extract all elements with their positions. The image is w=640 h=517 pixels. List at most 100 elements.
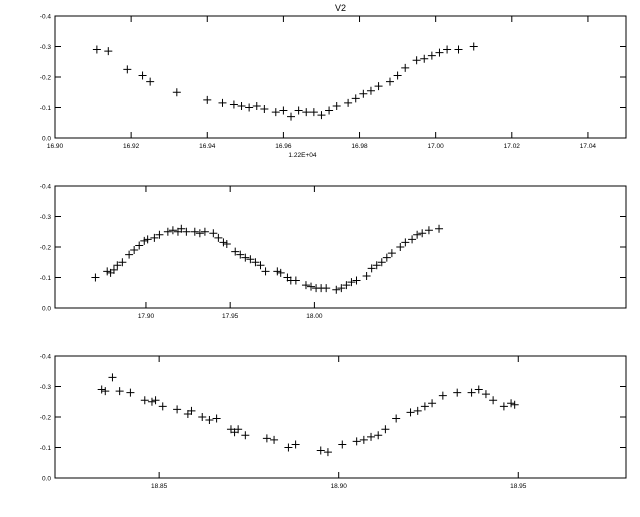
- data-point: [241, 253, 250, 262]
- x-tick-label: 17.02: [504, 143, 521, 150]
- x-tick-label: 17.90: [138, 313, 155, 320]
- data-point: [359, 89, 368, 98]
- data-point: [342, 281, 351, 290]
- x-axis-label: 1.22E+04: [288, 152, 316, 159]
- data-point: [236, 250, 245, 259]
- data-point: [374, 82, 383, 91]
- x-tick-label: 16.92: [123, 143, 140, 150]
- x-tick-label: 16.94: [199, 143, 216, 150]
- data-point: [172, 88, 181, 97]
- data-point: [427, 51, 436, 60]
- data-point: [241, 431, 250, 440]
- y-tick-label: -0.1: [40, 105, 52, 112]
- data-point: [147, 397, 156, 406]
- x-tick-label: 17.95: [222, 313, 239, 320]
- data-point: [344, 98, 353, 107]
- data-point: [150, 233, 159, 242]
- data-point: [158, 402, 167, 411]
- data-point: [97, 385, 106, 394]
- data-point: [435, 48, 444, 57]
- x-tick-label: 17.04: [580, 143, 597, 150]
- y-tick-label: -0.1: [40, 445, 52, 452]
- data-point: [155, 230, 164, 239]
- data-point: [366, 86, 375, 95]
- x-tick-label: 17.00: [428, 143, 445, 150]
- data-point: [203, 95, 212, 104]
- data-point: [123, 65, 132, 74]
- data-point: [351, 94, 360, 103]
- data-point: [438, 391, 447, 400]
- data-point: [260, 105, 269, 114]
- data-point: [205, 416, 214, 425]
- data-point: [420, 54, 429, 63]
- data-point: [140, 236, 149, 245]
- data-point: [307, 282, 316, 291]
- y-tick-label: -0.3: [40, 214, 52, 221]
- plot-frame: [54, 355, 627, 479]
- data-point: [401, 63, 410, 72]
- chart-title: V2: [335, 3, 346, 13]
- data-point: [262, 434, 271, 443]
- data-point: [261, 267, 270, 276]
- data-point: [234, 425, 243, 434]
- data-point: [481, 390, 490, 399]
- data-point: [135, 241, 144, 250]
- data-point: [222, 239, 231, 248]
- data-point: [325, 106, 334, 115]
- data-point: [146, 77, 155, 86]
- data-point: [279, 106, 288, 115]
- data-point: [113, 261, 122, 270]
- data-point: [359, 435, 368, 444]
- data-point: [190, 227, 199, 236]
- data-point: [187, 406, 196, 415]
- data-point: [126, 388, 135, 397]
- x-tick-label: 16.98: [351, 143, 368, 150]
- data-point: [103, 267, 112, 276]
- data-point: [367, 264, 376, 273]
- data-point: [270, 435, 279, 444]
- data-point: [143, 235, 152, 244]
- data-point: [352, 437, 361, 446]
- data-point: [251, 258, 260, 267]
- data-point: [271, 108, 280, 117]
- data-point: [273, 267, 282, 276]
- data-point: [91, 273, 100, 282]
- data-point: [489, 396, 498, 405]
- y-tick-label: 0.0: [42, 476, 51, 483]
- data-point: [218, 98, 227, 107]
- data-point: [182, 227, 191, 236]
- data-point: [138, 71, 147, 80]
- data-point: [362, 271, 371, 280]
- data-point: [177, 224, 186, 233]
- data-point: [302, 108, 311, 117]
- y-tick-label: -0.2: [40, 415, 52, 422]
- data-point: [245, 103, 254, 112]
- y-tick-label: 0.0: [42, 136, 51, 143]
- data-point: [212, 414, 221, 423]
- data-point: [467, 388, 476, 397]
- y-tick-label: -0.3: [40, 44, 52, 51]
- data-point: [387, 249, 396, 258]
- y-tick-label: -0.3: [40, 384, 52, 391]
- data-point: [195, 229, 204, 238]
- data-point: [219, 238, 228, 247]
- data-point: [168, 226, 177, 235]
- data-point: [101, 387, 110, 396]
- data-point: [317, 111, 326, 120]
- data-point: [424, 226, 433, 235]
- chart-panel-2: 17.90 17.95 18.00 0.0 -0.1 -0.2 -0.3 -0.4: [40, 184, 627, 320]
- data-point: [301, 281, 310, 290]
- data-point: [125, 250, 134, 259]
- data-point: [294, 106, 303, 115]
- data-point: [163, 227, 172, 236]
- data-point: [309, 108, 318, 117]
- data-point: [115, 387, 124, 396]
- data-point: [474, 385, 483, 394]
- data-point: [453, 388, 462, 397]
- data-point: [118, 258, 127, 267]
- data-point: [316, 446, 325, 455]
- y-tick-label: -0.2: [40, 75, 52, 82]
- data-point: [276, 268, 285, 277]
